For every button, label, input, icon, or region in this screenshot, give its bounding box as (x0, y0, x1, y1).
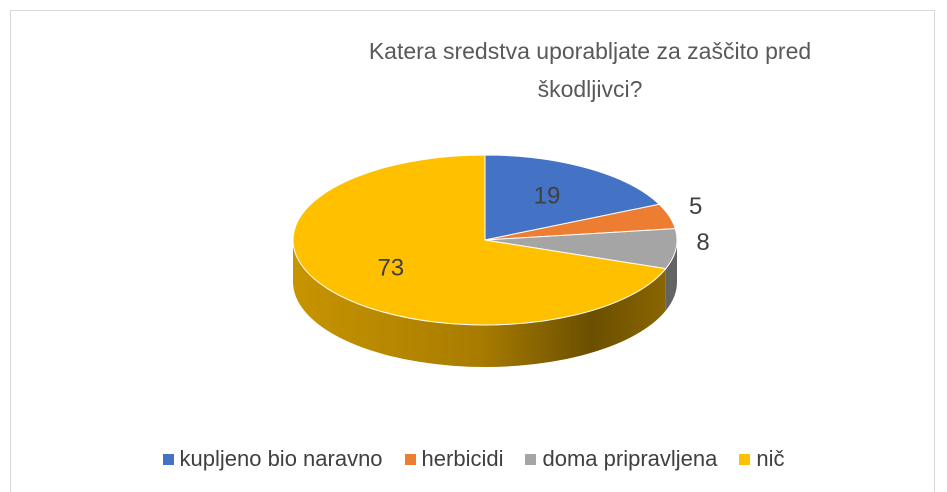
legend-label: herbicidi (421, 446, 504, 471)
legend-swatch (739, 453, 751, 465)
legend-swatch (404, 453, 416, 465)
legend-item: kupljeno bio naravno (162, 446, 383, 472)
pie-slice (484, 154, 661, 241)
pie-side (665, 240, 677, 311)
chart-frame (10, 10, 935, 492)
data-label: 19 (534, 182, 561, 209)
chart-title: Katera sredstva uporabljate za zaščito p… (368, 38, 812, 102)
legend-swatch (525, 453, 537, 465)
legend: kupljeno bio naravno herbicidi doma pripra… (0, 446, 947, 472)
legend-item: doma pripravljena (525, 446, 717, 472)
data-label: 8 (696, 229, 709, 256)
legend-item: herbicidi (404, 446, 504, 472)
legend-label: kupljeno bio naravno (179, 446, 383, 471)
legend-swatch (162, 453, 174, 465)
data-label: 5 (689, 193, 702, 220)
pie-side (293, 240, 666, 367)
legend-label: doma pripravljena (542, 446, 718, 471)
pie-slice (292, 154, 667, 326)
legend-label: nič (756, 446, 785, 471)
legend-item: nič (739, 446, 784, 472)
data-label: 73 (377, 255, 404, 282)
